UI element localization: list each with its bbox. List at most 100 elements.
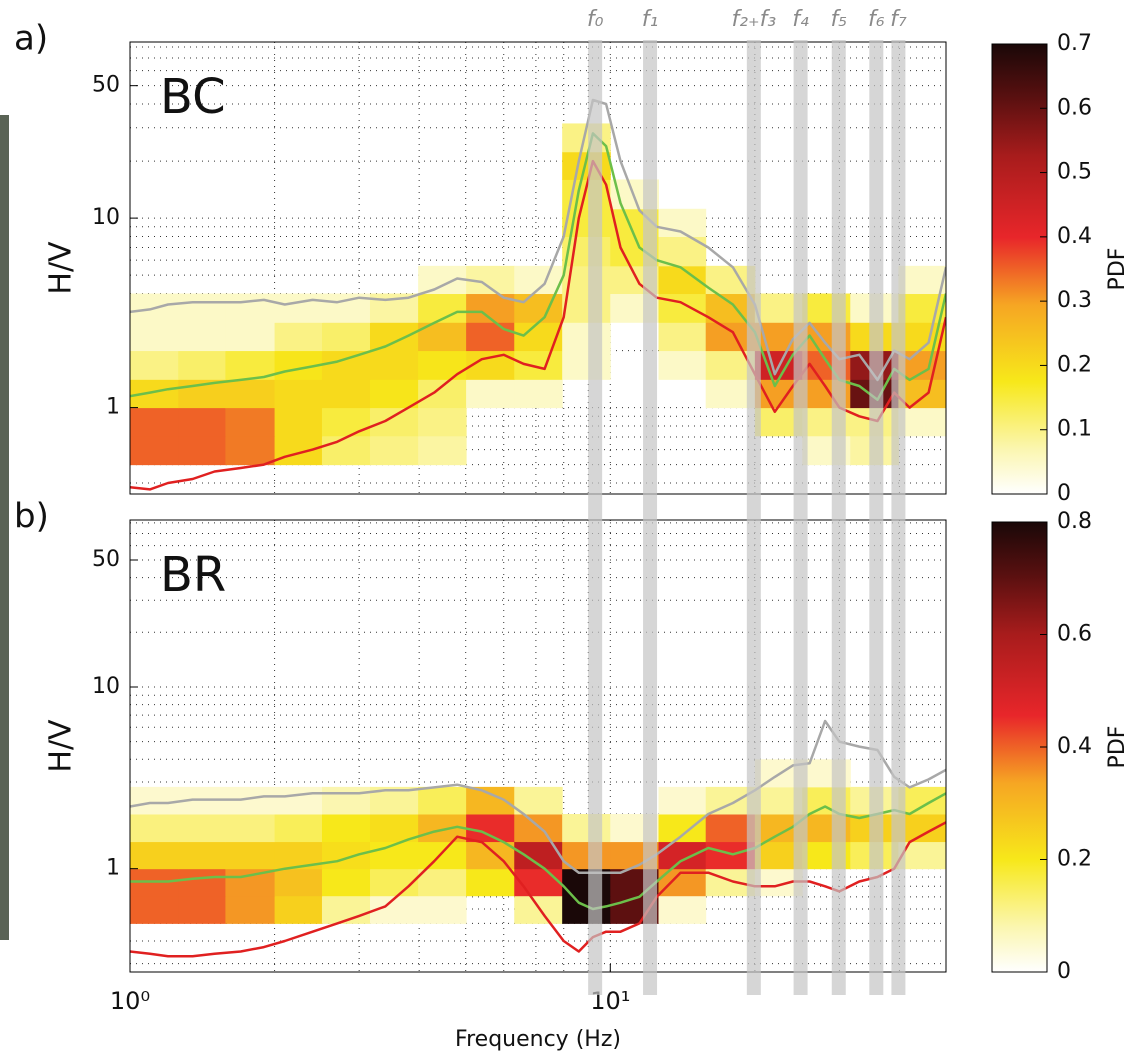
- heatmap-cell: [658, 123, 706, 152]
- heatmap-cell: [466, 678, 515, 705]
- heatmap-cell: [178, 407, 226, 437]
- heatmap-cell: [418, 236, 467, 266]
- heatmap-cell: [274, 813, 323, 843]
- heatmap-cell: [130, 236, 179, 266]
- heatmap-cell: [898, 123, 946, 152]
- heatmap-cell: [658, 813, 707, 843]
- heatmap-cell: [275, 209, 323, 237]
- colorbar-tick-label: 0.6: [1057, 95, 1092, 120]
- heatmap-cell: [130, 350, 179, 380]
- heatmap-cell: [275, 650, 323, 679]
- heatmap-cell: [898, 650, 946, 679]
- heatmap-cell: [658, 895, 707, 924]
- heatmap-cell: [275, 179, 323, 209]
- heatmap-cell: [466, 209, 515, 237]
- y-tick-label: 10: [92, 674, 120, 699]
- heatmap-cell: [130, 650, 179, 679]
- heatmap-cell: [225, 596, 275, 624]
- colorbar: [991, 43, 1048, 495]
- heatmap-cell: [466, 650, 515, 679]
- heatmap-cell: [562, 293, 611, 323]
- heatmap-cell: [178, 236, 226, 266]
- heatmap-cell: [514, 759, 562, 787]
- heatmap-cell: [322, 650, 371, 679]
- heatmap-cell: [321, 435, 371, 466]
- heatmap-cell: [514, 179, 562, 209]
- heatmap-cell: [225, 623, 275, 650]
- heatmap-cell: [178, 895, 226, 924]
- heatmap-cell: [370, 266, 419, 294]
- heatmap-cell: [898, 841, 946, 870]
- heatmap-cell: [466, 436, 515, 465]
- y-tick-label: 1: [106, 856, 120, 881]
- colorbar-tick-label: 0: [1057, 481, 1071, 506]
- heatmap-cell: [275, 759, 323, 787]
- heatmap-cell: [562, 733, 611, 760]
- heatmap-cell: [274, 895, 323, 924]
- heatmap-cell: [275, 596, 323, 624]
- heatmap-cell: [658, 350, 707, 380]
- colorbar-tick-label: 0.4: [1057, 224, 1092, 249]
- heatmap-cell: [369, 407, 419, 437]
- heatmap-cell: [418, 705, 467, 734]
- heatmap-cell: [466, 759, 515, 787]
- heatmap-cell: [178, 650, 226, 679]
- panel-label: b): [14, 497, 49, 537]
- heatmap-cell: [321, 813, 371, 843]
- heatmap-cell: [514, 895, 563, 924]
- heatmap-cell: [658, 408, 706, 437]
- heatmap-cell: [225, 152, 275, 180]
- heatmap-cell: [562, 678, 611, 705]
- colorbar-tick-label: 0.8: [1057, 509, 1092, 534]
- heatmap-cell: [322, 152, 371, 180]
- line-series: [130, 159, 946, 491]
- heatmap-cell: [658, 152, 706, 180]
- heatmap-cell: [514, 436, 562, 465]
- heatmap-cell: [369, 435, 419, 466]
- heatmap-cell: [514, 705, 562, 734]
- heatmap-cell: [466, 733, 515, 760]
- colorbar: [991, 521, 1048, 973]
- heatmap-cell: [225, 678, 275, 705]
- heatmap-cell: [562, 813, 611, 843]
- heatmap-cell: [178, 123, 226, 152]
- colorbar-tick-label: 0.3: [1057, 288, 1092, 313]
- heatmap-cell: [898, 623, 946, 650]
- heatmap-cell: [898, 350, 946, 380]
- heatmap-cell: [370, 209, 419, 237]
- panel-label: a): [14, 19, 48, 59]
- heatmap-cell: [274, 868, 323, 897]
- heatmap-cell: [418, 868, 467, 897]
- heatmap-cell: [418, 209, 467, 237]
- heatmap-cell: [658, 623, 706, 650]
- heatmap-cell: [225, 123, 275, 152]
- heatmap-cell: [369, 379, 419, 409]
- heatmap-cell: [130, 705, 179, 734]
- heatmap-cell: [322, 236, 371, 266]
- colorbar-tick-label: 0.5: [1057, 160, 1092, 185]
- heatmap-cell: [562, 408, 611, 437]
- heatmap-cell: [225, 813, 276, 843]
- heatmap-cell: [322, 179, 371, 209]
- heatmap-cell: [514, 868, 563, 897]
- heatmap-cell: [562, 650, 611, 679]
- heatmap-cell: [130, 322, 179, 352]
- heatmap-cell: [514, 786, 563, 815]
- y-tick-label: 10: [92, 205, 120, 230]
- frequency-band: [793, 40, 808, 995]
- heatmap-cell: [225, 733, 275, 760]
- heatmap-cell: [466, 813, 515, 843]
- heatmap-cell: [321, 786, 371, 815]
- heatmap-cell: [178, 705, 226, 734]
- frequency-band: [831, 40, 846, 995]
- heatmap-cell: [178, 350, 226, 380]
- heatmap-cell: [275, 705, 323, 734]
- heatmap-cell: [418, 179, 467, 209]
- line-series: [130, 792, 946, 911]
- heatmap-cell: [369, 350, 419, 380]
- heatmap-cell: [130, 895, 179, 924]
- frequency-band: [891, 40, 906, 995]
- heatmap-cell: [514, 623, 562, 650]
- heatmap-cell: [275, 152, 323, 180]
